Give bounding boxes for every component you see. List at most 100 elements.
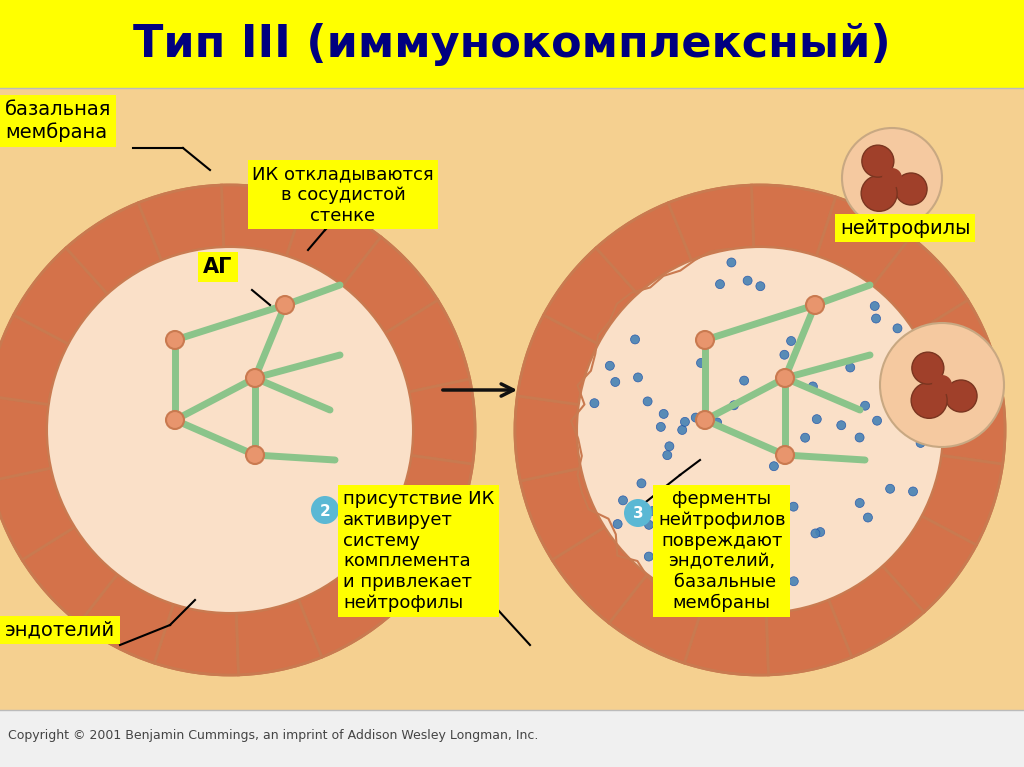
Circle shape bbox=[727, 258, 736, 267]
Circle shape bbox=[0, 185, 475, 675]
Wedge shape bbox=[79, 574, 173, 663]
Circle shape bbox=[739, 376, 749, 385]
Wedge shape bbox=[816, 197, 910, 286]
Circle shape bbox=[644, 520, 653, 529]
Circle shape bbox=[908, 487, 918, 496]
Circle shape bbox=[871, 314, 881, 323]
Circle shape bbox=[893, 324, 902, 333]
Wedge shape bbox=[922, 456, 1002, 545]
Wedge shape bbox=[515, 396, 581, 481]
Wedge shape bbox=[520, 468, 605, 560]
Circle shape bbox=[691, 413, 700, 422]
Circle shape bbox=[801, 433, 810, 443]
Circle shape bbox=[613, 519, 623, 528]
Wedge shape bbox=[13, 248, 108, 344]
Circle shape bbox=[860, 401, 869, 410]
Circle shape bbox=[742, 519, 752, 528]
Circle shape bbox=[886, 484, 895, 493]
Circle shape bbox=[659, 410, 669, 419]
Circle shape bbox=[577, 247, 943, 613]
Text: 2: 2 bbox=[319, 503, 331, 518]
Circle shape bbox=[776, 369, 794, 387]
Wedge shape bbox=[596, 202, 691, 294]
Circle shape bbox=[644, 552, 653, 561]
Circle shape bbox=[736, 499, 744, 509]
Circle shape bbox=[246, 446, 264, 464]
Wedge shape bbox=[287, 197, 381, 286]
Circle shape bbox=[842, 128, 942, 228]
Circle shape bbox=[648, 506, 657, 515]
Circle shape bbox=[837, 421, 846, 430]
Circle shape bbox=[932, 375, 952, 395]
Circle shape bbox=[663, 451, 672, 459]
Wedge shape bbox=[939, 379, 1005, 464]
Text: АГ: АГ bbox=[204, 257, 232, 277]
Circle shape bbox=[656, 423, 666, 431]
Circle shape bbox=[729, 401, 738, 410]
Circle shape bbox=[916, 439, 925, 447]
Wedge shape bbox=[155, 604, 239, 675]
Text: 1: 1 bbox=[319, 182, 331, 196]
Circle shape bbox=[696, 411, 714, 429]
Circle shape bbox=[276, 296, 294, 314]
Circle shape bbox=[790, 502, 798, 511]
Wedge shape bbox=[0, 396, 51, 481]
Circle shape bbox=[605, 361, 614, 370]
Circle shape bbox=[895, 173, 927, 205]
Circle shape bbox=[741, 499, 751, 509]
Circle shape bbox=[767, 525, 775, 535]
Circle shape bbox=[665, 442, 674, 451]
Circle shape bbox=[624, 499, 652, 527]
Bar bbox=[0, 88, 1024, 767]
Circle shape bbox=[872, 416, 882, 425]
Circle shape bbox=[855, 433, 864, 442]
Wedge shape bbox=[883, 516, 976, 612]
Circle shape bbox=[812, 415, 821, 423]
Circle shape bbox=[726, 562, 735, 571]
Circle shape bbox=[806, 296, 824, 314]
Wedge shape bbox=[669, 185, 754, 260]
Wedge shape bbox=[23, 527, 118, 623]
Circle shape bbox=[855, 499, 864, 508]
Circle shape bbox=[808, 382, 817, 391]
Bar bbox=[0, 0, 1024, 88]
Wedge shape bbox=[352, 516, 446, 612]
Wedge shape bbox=[544, 248, 638, 344]
Wedge shape bbox=[138, 185, 223, 260]
Circle shape bbox=[246, 369, 264, 387]
Wedge shape bbox=[752, 185, 836, 256]
Circle shape bbox=[809, 302, 818, 311]
Circle shape bbox=[911, 352, 944, 384]
Circle shape bbox=[780, 351, 788, 359]
Wedge shape bbox=[221, 185, 306, 256]
Wedge shape bbox=[552, 527, 647, 623]
Circle shape bbox=[811, 529, 820, 538]
Circle shape bbox=[776, 446, 794, 464]
Circle shape bbox=[786, 337, 796, 345]
Circle shape bbox=[311, 174, 339, 202]
Circle shape bbox=[911, 382, 947, 418]
Circle shape bbox=[735, 501, 743, 509]
Circle shape bbox=[311, 496, 339, 524]
Wedge shape bbox=[343, 237, 438, 333]
Circle shape bbox=[678, 426, 687, 434]
Wedge shape bbox=[766, 600, 852, 675]
Text: эндотелий: эндотелий bbox=[5, 621, 115, 640]
Circle shape bbox=[166, 331, 184, 349]
Circle shape bbox=[738, 518, 748, 527]
Circle shape bbox=[618, 495, 628, 505]
Text: базальная
мембрана: базальная мембрана bbox=[5, 100, 112, 142]
Wedge shape bbox=[237, 600, 322, 675]
Circle shape bbox=[637, 479, 646, 488]
Wedge shape bbox=[391, 456, 473, 545]
Wedge shape bbox=[609, 574, 703, 663]
Wedge shape bbox=[299, 566, 394, 657]
Circle shape bbox=[47, 247, 413, 613]
Circle shape bbox=[590, 399, 599, 408]
Circle shape bbox=[945, 380, 977, 412]
Wedge shape bbox=[0, 315, 69, 404]
Circle shape bbox=[882, 168, 902, 188]
Wedge shape bbox=[517, 315, 598, 404]
Circle shape bbox=[870, 301, 880, 311]
Wedge shape bbox=[872, 237, 968, 333]
